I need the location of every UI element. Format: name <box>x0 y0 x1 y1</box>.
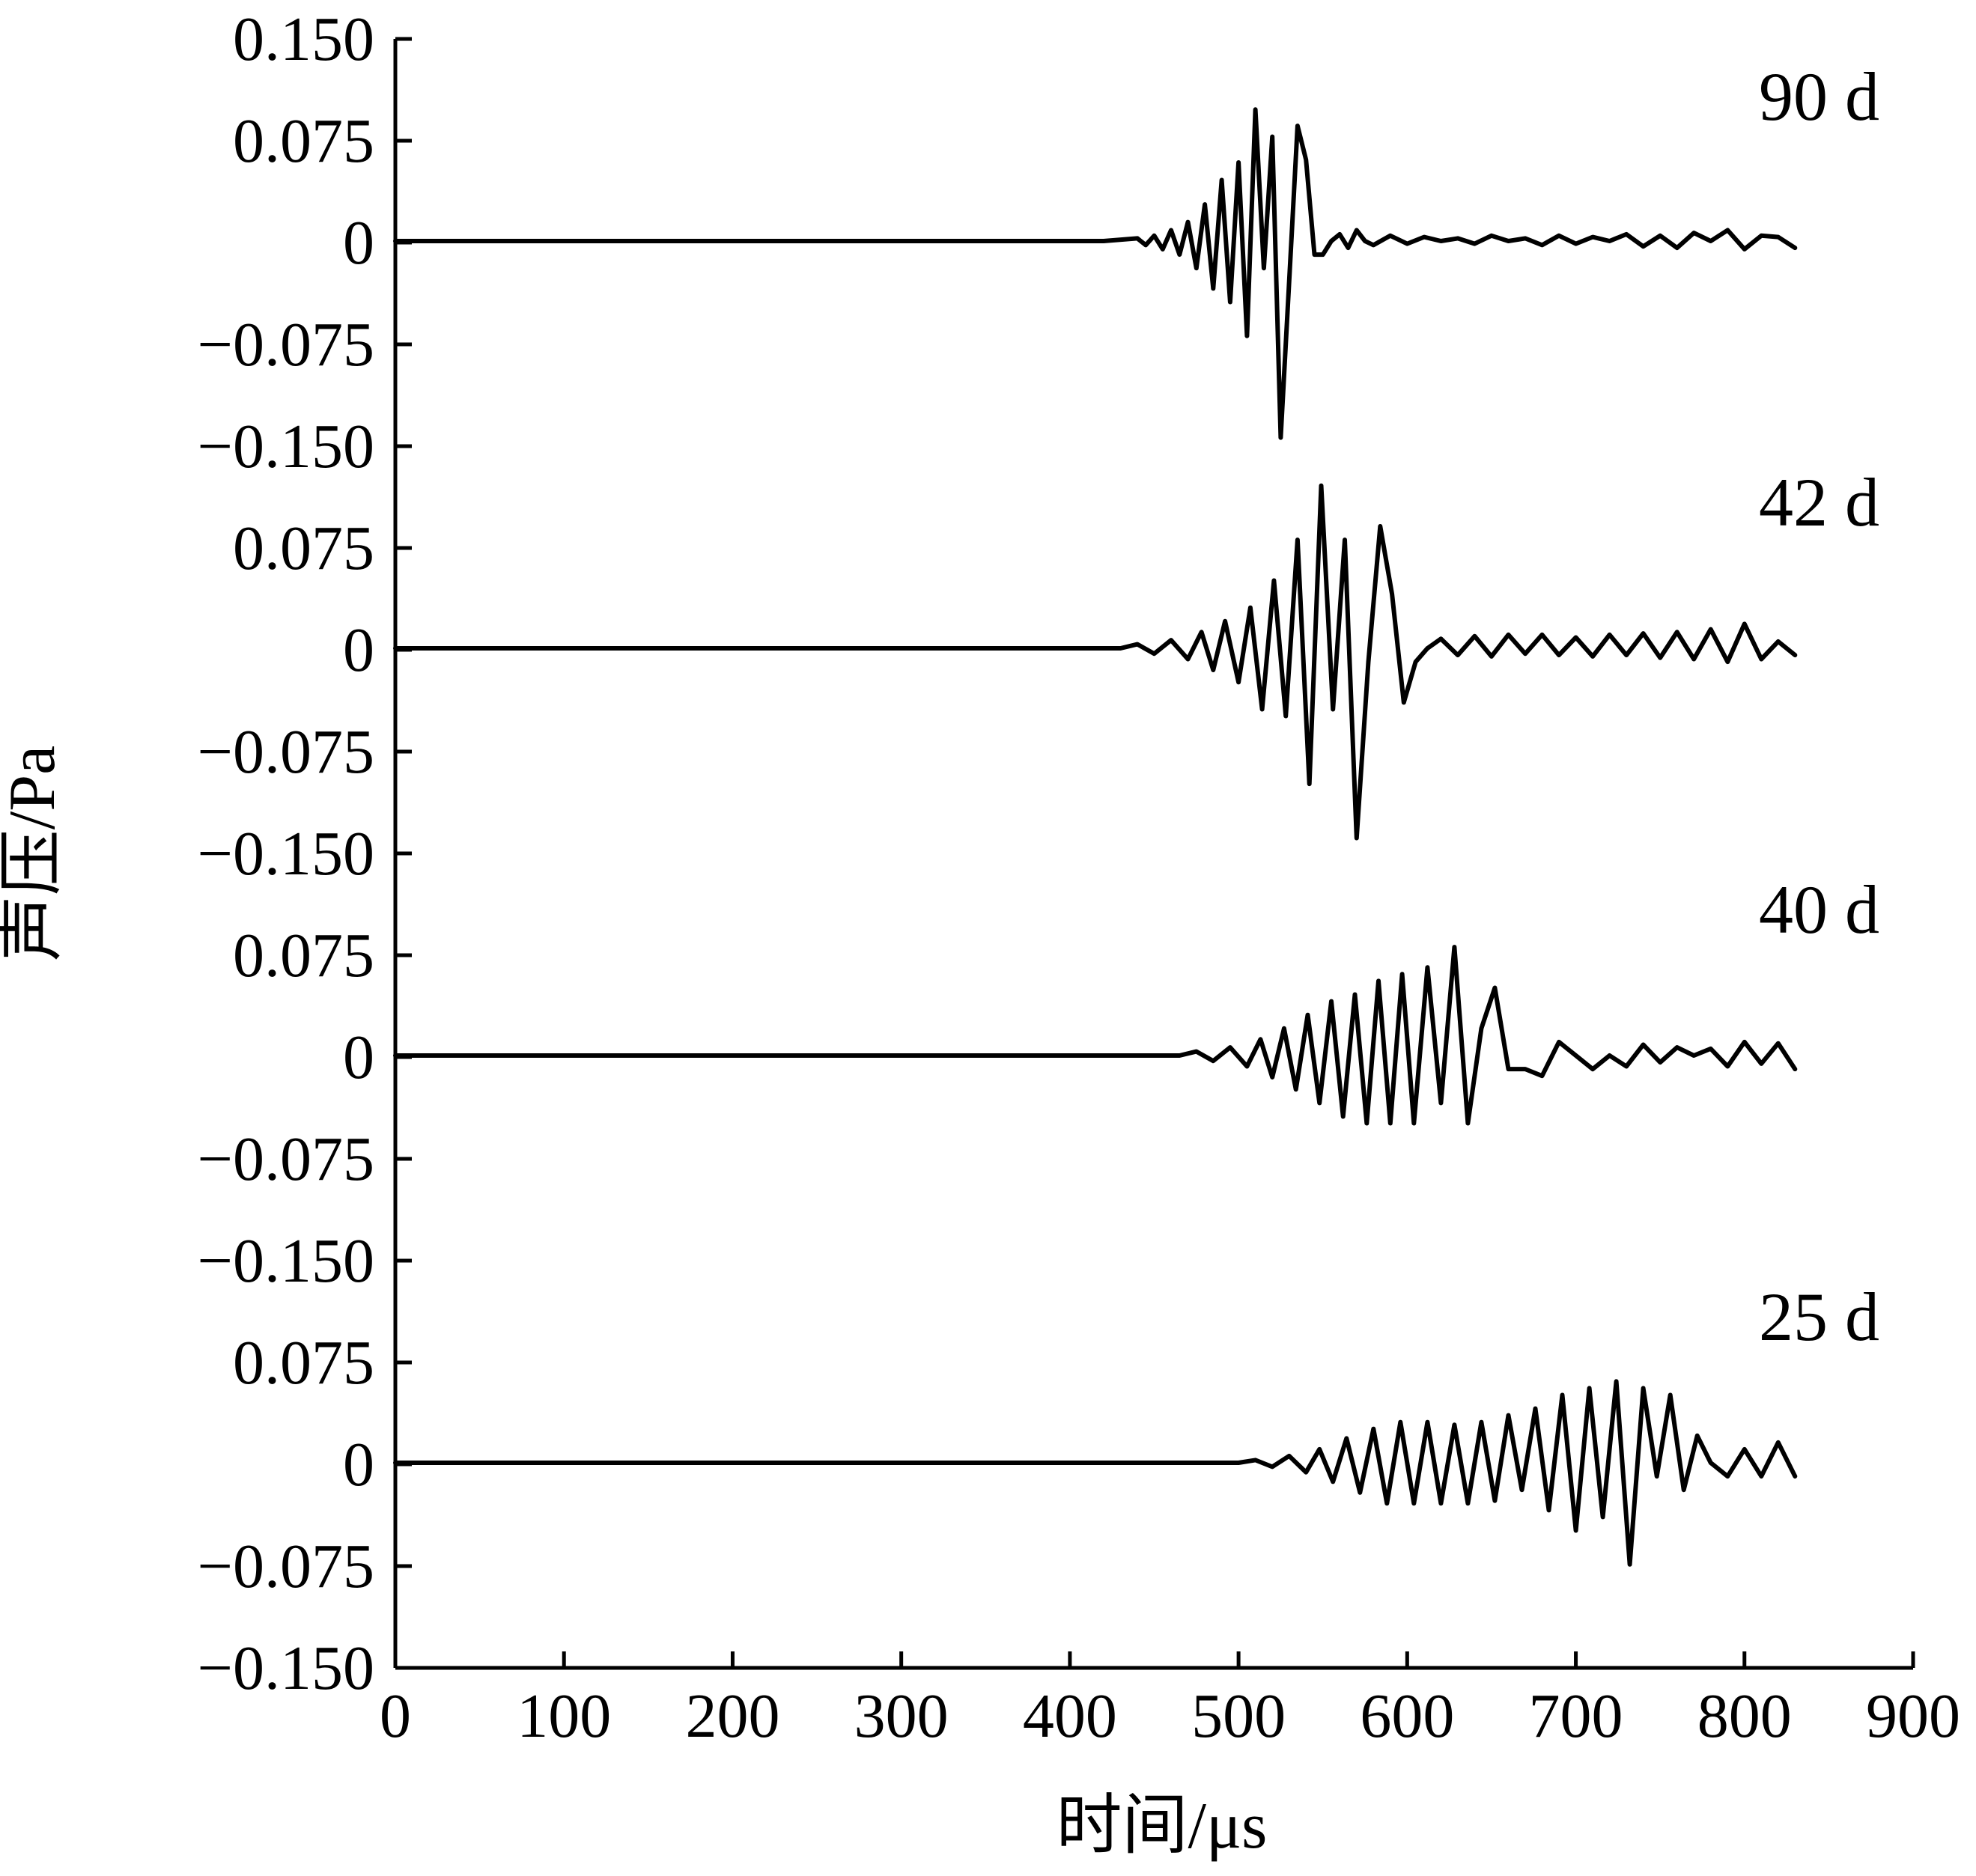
y-tick-label: −0.075 <box>198 1124 374 1194</box>
y-tick-label: −0.150 <box>198 819 374 889</box>
y-axis-ticks: 0.150 0.075 0 −0.075 −0.150 0.075 0 −0.075 −0.15… <box>198 4 412 1703</box>
x-tick-label: 600 <box>1360 1681 1454 1751</box>
trace-label: 42 d <box>1759 464 1879 540</box>
y-tick-label: −0.075 <box>198 717 374 787</box>
x-tick-label: 0 <box>380 1681 411 1751</box>
trace-40d <box>393 945 1798 1126</box>
trace-label: 25 d <box>1759 1279 1879 1355</box>
y-tick-label: −0.150 <box>198 1633 374 1703</box>
y-tick-label: 0 <box>343 1023 374 1092</box>
x-tick-label: 700 <box>1529 1681 1623 1751</box>
waveform-traces <box>393 107 1798 1567</box>
x-tick-label: 800 <box>1697 1681 1792 1751</box>
y-tick-label: −0.150 <box>198 1226 374 1296</box>
y-tick-label: −0.075 <box>198 310 374 380</box>
x-tick-label: 100 <box>517 1681 611 1751</box>
y-tick-label: 0.075 <box>233 514 374 583</box>
y-tick-label: −0.075 <box>198 1532 374 1601</box>
y-tick-label: 0.150 <box>233 4 374 74</box>
y-tick-label: 0.075 <box>233 921 374 990</box>
y-tick-label: 0 <box>343 1430 374 1499</box>
axes <box>393 39 1913 1670</box>
x-tick-label: 900 <box>1866 1681 1960 1751</box>
trace-labels: 90 d 42 d 40 d 25 d <box>1759 58 1879 1355</box>
x-tick-label: 500 <box>1191 1681 1286 1751</box>
y-axis-title: 声压/Pa <box>0 746 69 961</box>
y-tick-label: 0.075 <box>233 106 374 176</box>
y-tick-label: 0 <box>343 208 374 278</box>
trace-label: 90 d <box>1759 58 1879 135</box>
trace-label: 40 d <box>1759 871 1879 948</box>
y-tick-label: −0.150 <box>198 412 374 481</box>
x-tick-label: 200 <box>685 1681 779 1751</box>
x-tick-label: 300 <box>854 1681 949 1751</box>
trace-25d <box>393 1379 1798 1567</box>
x-axis-ticks: 0 100 200 300 400 500 600 700 800 900 <box>380 1651 1960 1751</box>
trace-90d <box>393 107 1798 440</box>
x-tick-label: 400 <box>1023 1681 1117 1751</box>
y-tick-label: 0.075 <box>233 1328 374 1398</box>
trace-42d <box>393 483 1798 841</box>
x-axis-title: 时间/μs <box>1057 1790 1268 1863</box>
y-tick-label: 0 <box>343 615 374 685</box>
